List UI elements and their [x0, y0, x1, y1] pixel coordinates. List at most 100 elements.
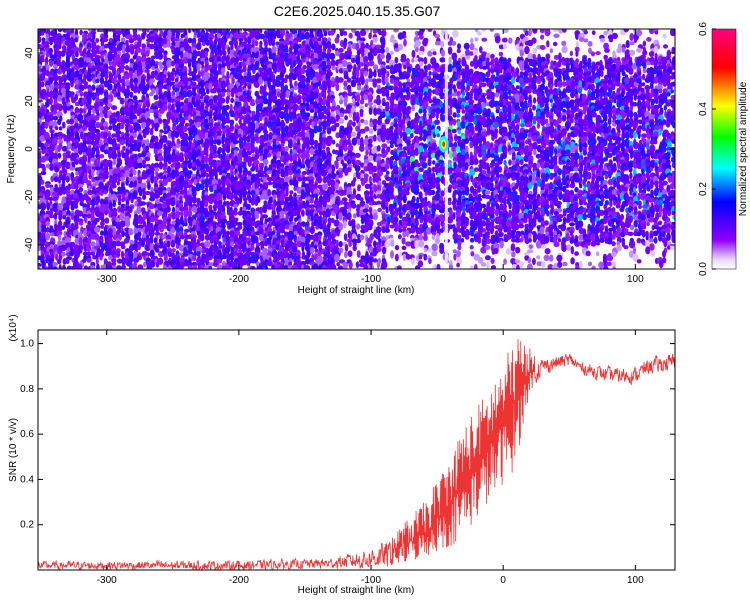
spectrogram-cell	[123, 172, 130, 178]
spectrogram-cell	[359, 145, 365, 152]
spectrogram-cell	[111, 220, 118, 227]
spectrogram-cell	[49, 40, 53, 46]
spectrogram-cell	[323, 31, 328, 37]
spectrogram-cell	[163, 124, 168, 131]
spectrogram-cell	[39, 44, 46, 49]
spectrogram-cell	[280, 200, 285, 206]
spectrogram-cell	[115, 146, 121, 151]
spectrogram-cell	[204, 50, 209, 58]
spectrogram-cell	[74, 198, 79, 207]
spectrogram-cell	[238, 196, 243, 204]
spectrogram-cell	[372, 36, 378, 43]
spectrogram-cell	[393, 170, 399, 176]
spectrogram-cells	[38, 29, 675, 269]
spectrogram-cell	[111, 133, 118, 139]
spectrogram-cell	[409, 132, 414, 139]
spectrogram-cell	[196, 42, 202, 51]
spectrogram-cell	[216, 259, 223, 264]
spectrogram-cell	[62, 67, 66, 75]
spectrogram-cell	[94, 138, 100, 146]
spectrogram-cell	[72, 46, 80, 54]
spectrogram-cell	[357, 85, 362, 91]
spectrogram-cell	[112, 199, 116, 208]
spectrogram-cell	[363, 175, 368, 184]
spectrogram-cell	[309, 246, 315, 255]
spectrogram-cell	[94, 233, 100, 241]
spectrogram-cell	[65, 84, 71, 91]
spectrogram-cell	[221, 91, 226, 98]
spectrogram-cell	[54, 126, 59, 131]
spectrogram-cell	[365, 150, 369, 156]
spectrogram-cell	[381, 246, 387, 255]
spectrogram-cell	[90, 198, 96, 207]
spectrogram-cell	[62, 215, 67, 220]
spectrogram-cell	[359, 99, 365, 105]
spectrogram-cell	[73, 65, 80, 71]
spectrogram-cell	[133, 161, 140, 170]
spectrogram-cell	[121, 230, 125, 238]
spectrogram-cell	[401, 34, 407, 39]
spectrogram-cell	[363, 264, 369, 269]
spectrogram-cell	[203, 156, 209, 164]
spectrogram-cell	[280, 142, 285, 147]
spectrogram-cell	[57, 152, 62, 159]
spectrogram-cell	[57, 103, 63, 112]
spectrogram-cell	[85, 57, 92, 64]
spectrogram-cell	[111, 258, 117, 264]
spectrogram-cell	[335, 161, 339, 170]
spectrogram-cell	[166, 240, 171, 248]
spectrogram-cell	[158, 161, 164, 170]
spectrogram-cell	[74, 94, 79, 101]
spectrogram-cell	[94, 166, 102, 171]
spectrogram-cell	[389, 50, 394, 56]
spectrogram-cell	[165, 198, 171, 207]
spectrogram-cell	[334, 182, 339, 190]
spectrogram-cell	[415, 47, 419, 53]
spectrogram-cell	[129, 128, 134, 134]
spectrogram-cell	[154, 126, 159, 132]
spectrogram-cell	[45, 220, 50, 227]
spectrogram-cell	[77, 247, 83, 254]
spectrogram-cell	[45, 50, 50, 58]
spectrogram-cell	[123, 57, 129, 64]
spectrogram-cell	[145, 138, 150, 147]
spectrogram-cell	[66, 154, 72, 159]
spectrogram-cell	[78, 148, 83, 155]
spectrogram-cell	[113, 254, 117, 259]
spectrogram-cell	[367, 224, 373, 231]
spectrogram-cell	[376, 145, 381, 152]
spectrogram-cell	[99, 255, 103, 261]
spectrogram-cell	[266, 170, 273, 175]
spectrogram-cell	[124, 65, 130, 71]
spectrogram-cell	[45, 163, 51, 169]
spectrogram-cell	[237, 65, 243, 70]
spectrogram-cell	[191, 205, 197, 213]
spectrogram-cell	[57, 234, 62, 241]
spectrogram-cell	[69, 118, 75, 125]
spectrogram-cell	[352, 245, 357, 252]
spectrogram-cell	[344, 115, 348, 121]
spectrogram-cell	[317, 176, 323, 184]
spectrogram-cell	[116, 265, 122, 269]
spectrogram-cell	[343, 80, 348, 87]
spectrogram-cell	[56, 230, 63, 236]
spectrogram-cell	[47, 114, 54, 122]
spectrogram-cell	[394, 56, 399, 64]
spectrogram-cell	[38, 227, 42, 234]
spectrogram-cell	[390, 239, 395, 247]
spectrogram-cell	[234, 114, 239, 121]
spectrogram-cell	[73, 60, 79, 66]
spectrogram-cell	[247, 84, 252, 90]
spectrogram-cell	[380, 47, 385, 54]
spectrogram-cell	[230, 90, 235, 98]
spectrogram-cell	[381, 143, 388, 149]
spectrogram-cell	[372, 29, 378, 34]
spectrogram-cell	[137, 124, 141, 132]
spectrogram-cell	[49, 125, 53, 130]
spectrogram-cell	[401, 245, 407, 251]
spectrogram-cell	[207, 196, 215, 205]
spectrogram-cell	[287, 141, 293, 149]
spectrogram-cell	[104, 217, 110, 224]
spectrogram-cell	[104, 210, 108, 216]
spectrogram-cell	[40, 81, 45, 88]
